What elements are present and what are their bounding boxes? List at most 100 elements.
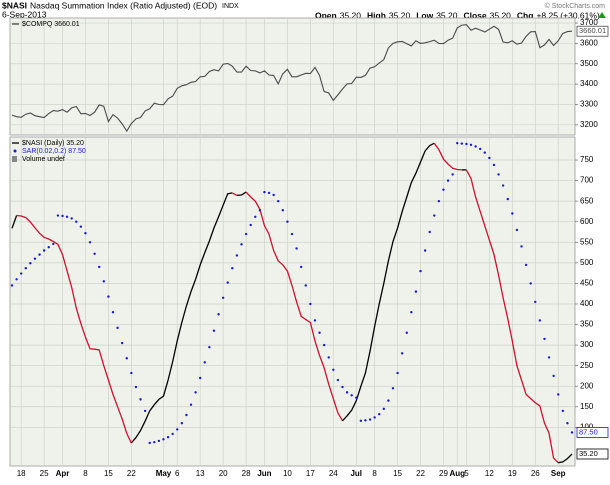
sar-dot [10, 284, 14, 287]
quote-value: 35.20 [490, 10, 512, 20]
sar-dot [286, 220, 289, 223]
quote-label: Open [315, 10, 337, 20]
sar-dot [98, 265, 101, 269]
x-tick-label: 12 [485, 469, 494, 478]
quote-value: 35.20 [340, 10, 362, 20]
sar-dot [171, 432, 174, 436]
sar-dot [194, 391, 197, 394]
y-tick-label: 200 [580, 381, 594, 390]
line-run [16, 214, 132, 444]
sar-dot [162, 438, 165, 441]
sar-dot [15, 278, 18, 281]
sar-dot [373, 416, 376, 419]
y-tick-label: 500 [580, 258, 594, 267]
end-label-box [576, 448, 609, 460]
line-run [11, 215, 18, 229]
x-tick-label: 19 [508, 469, 517, 478]
sar-dot [235, 254, 239, 257]
credit: © StockCharts.com [545, 2, 606, 10]
sar-dot [465, 142, 468, 146]
end-label: 87.50 [579, 427, 598, 436]
line-run [130, 192, 233, 444]
sar-dot [38, 253, 41, 256]
sar-dot [423, 249, 427, 252]
sar-dot [226, 281, 229, 284]
sar-dot [79, 225, 83, 228]
end-label: 35.20 [579, 449, 598, 458]
y-tick-label: 700 [580, 176, 594, 185]
line-run [236, 191, 247, 197]
sar-dot [460, 142, 464, 145]
y-tick-label: 400 [580, 299, 594, 308]
panel: 18 25 Apr 8 15 22 May 6 13 20 28 Jun 10 17 24 Jul 8 15 22 2… [9, 136, 609, 478]
x-tick-label: 17 [306, 469, 315, 478]
sar-dot [263, 190, 266, 194]
panel: 3200 3300 3400 3500 3600 3700 $COMPQ 3660.01 36… [9, 17, 609, 136]
sar-dot [56, 214, 60, 217]
sar-dot [492, 163, 496, 167]
sar-dot [336, 378, 340, 382]
line-run [433, 142, 462, 171]
legend-label: $NASI (Daily) 35.20 [22, 140, 84, 147]
sar-dot [350, 394, 353, 397]
line-run [342, 142, 435, 422]
sar-dot [446, 179, 450, 182]
sar-dot [272, 193, 275, 197]
legend-label: SAR(0.02,0.2) 87.50 [22, 148, 86, 155]
sar-dot [474, 145, 477, 148]
legend-swatch [12, 156, 17, 162]
plot-area [9, 136, 576, 467]
sar-dot [345, 391, 349, 394]
quote-label: Close [463, 10, 486, 20]
sar-dot [359, 419, 363, 422]
sar-dot [322, 343, 326, 347]
sar-dot [217, 313, 220, 316]
x-tick-label: 15 [104, 469, 113, 478]
sar-dot [469, 143, 473, 147]
sar-dot [52, 242, 55, 246]
sar-dot [437, 199, 441, 203]
quote-label: Low [416, 10, 433, 20]
sar-dot [341, 385, 344, 389]
sar-dot [208, 345, 211, 349]
line-run [231, 192, 238, 196]
legend-label: Volume undef [22, 156, 65, 163]
sar-dot [176, 428, 179, 431]
sar-dot [267, 191, 271, 195]
x-tick-label: May [156, 469, 172, 478]
sar-dot [29, 262, 32, 265]
sar-dot [42, 249, 46, 252]
y-tick-label: 3700 [580, 18, 598, 27]
x-tick-label: 6 [175, 469, 180, 478]
sar-dot [116, 326, 119, 330]
sar-dot [524, 263, 528, 267]
sar-dot [180, 422, 184, 425]
sar-dot [570, 431, 574, 434]
line-run [245, 191, 344, 422]
quote-value: 35.20 [436, 10, 458, 20]
sar-dot [139, 398, 142, 401]
x-tick-label: 20 [219, 469, 228, 478]
x-tick-label: 22 [127, 469, 136, 478]
sar-dot [244, 232, 248, 236]
sar-dot [249, 223, 252, 227]
exchange: INDX [222, 3, 239, 10]
sar-dot [557, 393, 560, 396]
legend-label: $COMPQ 3660.01 [22, 21, 80, 28]
sar-dot [61, 214, 64, 218]
x-tick-label: Sep [551, 469, 566, 478]
sar-dot [414, 290, 418, 293]
quote-label: Chg [517, 10, 534, 20]
y-tick-label: 3400 [580, 79, 598, 88]
sar-dot [534, 300, 537, 304]
sar-dot [19, 272, 23, 275]
sar-dot [70, 217, 73, 220]
y-tick-label: 750 [580, 155, 594, 164]
sar-dot [400, 352, 404, 355]
end-label: 3660.01 [579, 26, 606, 35]
sar-dot [240, 243, 243, 246]
description: Nasdaq Summation Index (Ratio Adjusted) … [30, 0, 217, 10]
quote: Open 35.20 High 35.20 Low 35.20 Close 35.20 Chg +… [315, 10, 600, 20]
sar-dot [107, 295, 110, 298]
